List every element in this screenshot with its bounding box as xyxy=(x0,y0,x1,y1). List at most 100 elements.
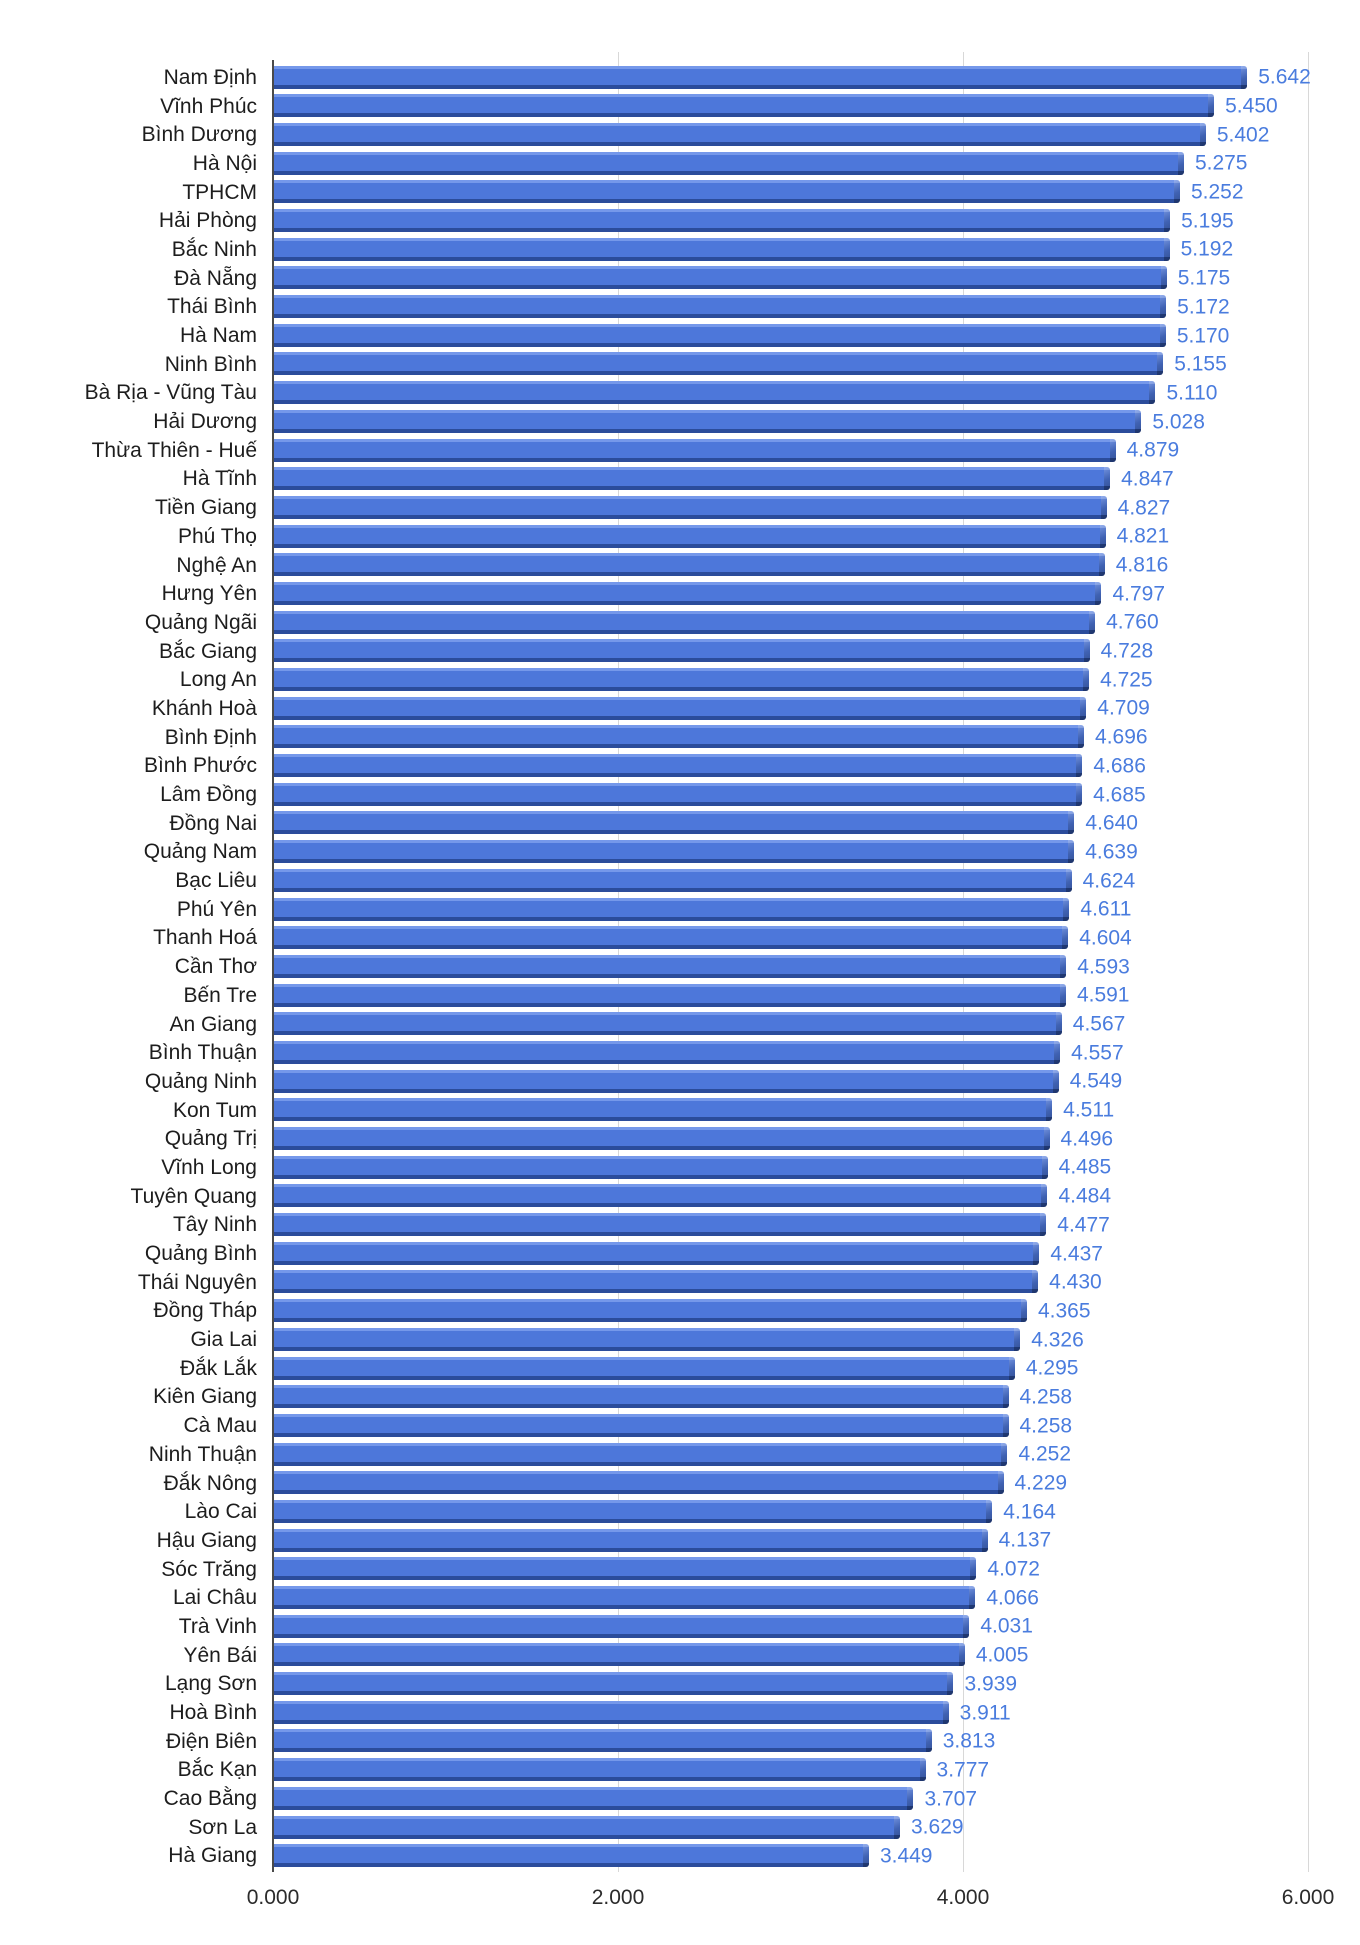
chart-row: Bình Dương 5.402 xyxy=(0,120,1360,149)
bar[interactable] xyxy=(274,237,1170,261)
bar[interactable] xyxy=(274,1184,1048,1208)
bar[interactable] xyxy=(274,1241,1040,1265)
chart-row: Bình Thuận 4.557 xyxy=(0,1038,1360,1067)
bar[interactable] xyxy=(274,1442,1008,1466)
bar[interactable] xyxy=(274,1557,977,1581)
plot-area: 4.821 xyxy=(273,522,1360,551)
bar[interactable] xyxy=(274,581,1102,605)
category-label: Bắc Kạn xyxy=(177,1758,257,1782)
bar[interactable] xyxy=(274,1012,1062,1036)
bar[interactable] xyxy=(274,1299,1027,1323)
bar[interactable] xyxy=(274,467,1111,491)
value-label: 4.816 xyxy=(1115,553,1169,577)
bar[interactable] xyxy=(274,983,1066,1007)
category-label: Ninh Thuận xyxy=(148,1442,257,1466)
bar[interactable] xyxy=(274,954,1067,978)
bar[interactable] xyxy=(274,122,1206,146)
plot-area: 3.911 xyxy=(273,1698,1360,1727)
bar[interactable] xyxy=(274,1155,1048,1179)
plot-area: 4.005 xyxy=(273,1641,1360,1670)
bar[interactable] xyxy=(274,725,1085,749)
bar[interactable] xyxy=(274,1786,914,1810)
bar[interactable] xyxy=(274,94,1215,118)
bar[interactable] xyxy=(274,352,1164,376)
bar[interactable] xyxy=(274,1327,1021,1351)
bar[interactable] xyxy=(274,1127,1050,1151)
value-label: 4.611 xyxy=(1080,897,1132,921)
bar[interactable] xyxy=(274,1069,1059,1093)
bar[interactable] xyxy=(274,524,1106,548)
value-label: 5.195 xyxy=(1181,209,1234,233)
category-label: Lạng Sơn xyxy=(164,1672,257,1696)
bar[interactable] xyxy=(274,1672,954,1696)
bar[interactable] xyxy=(274,1729,932,1753)
bar[interactable] xyxy=(274,1385,1009,1409)
bar[interactable] xyxy=(274,811,1075,835)
bar[interactable] xyxy=(274,65,1248,89)
plot-area: 4.591 xyxy=(273,981,1360,1010)
category-label: Thái Bình xyxy=(167,295,257,319)
bar[interactable] xyxy=(274,1844,869,1868)
bar[interactable] xyxy=(274,639,1090,663)
bar[interactable] xyxy=(274,1700,949,1724)
chart-row: Hưng Yên 4.797 xyxy=(0,579,1360,608)
bar[interactable] xyxy=(274,295,1167,319)
bar[interactable] xyxy=(274,610,1096,634)
bar[interactable] xyxy=(274,1758,926,1782)
chart-row: Tây Ninh 4.477 xyxy=(0,1211,1360,1240)
bar[interactable] xyxy=(274,381,1156,405)
bar[interactable] xyxy=(274,1815,900,1839)
plot-area: 4.728 xyxy=(273,637,1360,666)
bar[interactable] xyxy=(274,151,1184,175)
plot-area: 4.604 xyxy=(273,924,1360,953)
bar[interactable] xyxy=(274,1471,1004,1495)
chart-row: Phú Thọ 4.821 xyxy=(0,522,1360,551)
bar[interactable] xyxy=(274,323,1166,347)
value-label: 3.813 xyxy=(942,1729,996,1753)
bar[interactable] xyxy=(274,840,1075,864)
bar[interactable] xyxy=(274,1413,1009,1437)
bar[interactable] xyxy=(274,926,1069,950)
chart-row: Hà Nội 5.275 xyxy=(0,149,1360,178)
chart-row: Quảng Nam 4.639 xyxy=(0,838,1360,867)
bar[interactable] xyxy=(274,553,1105,577)
plot-area: 4.847 xyxy=(273,465,1360,494)
chart-row: Đắk Lắk 4.295 xyxy=(0,1354,1360,1383)
category-label: Vĩnh Phúc xyxy=(160,94,257,118)
value-label: 3.629 xyxy=(911,1815,964,1839)
bar[interactable] xyxy=(274,1643,965,1667)
plot-area: 4.066 xyxy=(273,1583,1360,1612)
category-label: Thừa Thiên - Huế xyxy=(91,438,257,462)
category-label: Phú Yên xyxy=(176,897,257,921)
value-label: 4.485 xyxy=(1058,1155,1112,1179)
bar[interactable] xyxy=(274,754,1083,778)
bar[interactable] xyxy=(274,1213,1047,1237)
bar[interactable] xyxy=(274,1098,1053,1122)
bar[interactable] xyxy=(274,897,1070,921)
bar[interactable] xyxy=(274,868,1072,892)
bar[interactable] xyxy=(274,438,1116,462)
value-label: 3.911 xyxy=(959,1701,1011,1725)
bar[interactable] xyxy=(274,1356,1015,1380)
bar[interactable] xyxy=(274,209,1171,233)
plot-area: 4.639 xyxy=(273,838,1360,867)
value-label: 5.175 xyxy=(1177,266,1231,290)
bar[interactable] xyxy=(274,1614,970,1638)
value-label: 4.686 xyxy=(1093,754,1146,778)
bar[interactable] xyxy=(274,266,1167,290)
bar[interactable] xyxy=(274,495,1107,519)
bar[interactable] xyxy=(274,782,1083,806)
bar[interactable] xyxy=(274,409,1142,433)
bar[interactable] xyxy=(274,1528,988,1552)
bar[interactable] xyxy=(274,1270,1039,1294)
plot-area: 5.175 xyxy=(273,264,1360,293)
bar[interactable] xyxy=(274,1040,1061,1064)
bar[interactable] xyxy=(274,696,1087,720)
chart-row: Hải Dương 5.028 xyxy=(0,407,1360,436)
bar[interactable] xyxy=(274,180,1180,204)
bar[interactable] xyxy=(274,668,1090,692)
bar[interactable] xyxy=(274,1586,976,1610)
bar[interactable] xyxy=(274,1499,993,1523)
chart-row: Kiên Giang 4.258 xyxy=(0,1383,1360,1412)
chart-row: Bắc Ninh 5.192 xyxy=(0,235,1360,264)
